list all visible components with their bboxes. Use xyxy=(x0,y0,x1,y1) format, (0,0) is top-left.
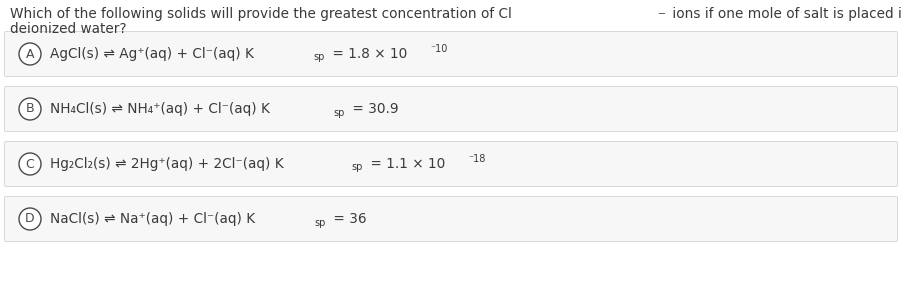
Text: ⁻10: ⁻10 xyxy=(430,44,447,55)
Text: sp: sp xyxy=(313,53,325,62)
Text: Hg₂Cl₂(s) ⇌ 2Hg⁺(aq) + 2Cl⁻(aq) K: Hg₂Cl₂(s) ⇌ 2Hg⁺(aq) + 2Cl⁻(aq) K xyxy=(50,157,283,171)
FancyBboxPatch shape xyxy=(5,197,897,241)
Text: sp: sp xyxy=(334,107,345,117)
Circle shape xyxy=(19,208,41,230)
Text: = 1.1 × 10: = 1.1 × 10 xyxy=(366,157,446,171)
Text: = 36: = 36 xyxy=(329,212,367,226)
Text: Which of the following solids will provide the greatest concentration of Cl: Which of the following solids will provi… xyxy=(10,7,511,21)
Circle shape xyxy=(19,153,41,175)
Text: sp: sp xyxy=(315,218,326,227)
Text: = 30.9: = 30.9 xyxy=(348,102,399,116)
Text: ions if one mole of salt is placed in one liter of: ions if one mole of salt is placed in on… xyxy=(667,7,902,21)
FancyBboxPatch shape xyxy=(5,142,897,187)
Text: A: A xyxy=(26,48,34,60)
Circle shape xyxy=(19,43,41,65)
Circle shape xyxy=(19,98,41,120)
Text: −: − xyxy=(658,8,666,17)
FancyBboxPatch shape xyxy=(5,32,897,77)
Text: D: D xyxy=(25,213,35,225)
Text: ⁻18: ⁻18 xyxy=(468,154,486,164)
FancyBboxPatch shape xyxy=(5,86,897,131)
Text: C: C xyxy=(25,157,34,171)
Text: sp: sp xyxy=(352,163,363,173)
Text: B: B xyxy=(25,102,34,116)
Text: deionized water?: deionized water? xyxy=(10,22,126,36)
Text: NH₄Cl(s) ⇌ NH₄⁺(aq) + Cl⁻(aq) K: NH₄Cl(s) ⇌ NH₄⁺(aq) + Cl⁻(aq) K xyxy=(50,102,270,116)
Text: AgCl(s) ⇌ Ag⁺(aq) + Cl⁻(aq) K: AgCl(s) ⇌ Ag⁺(aq) + Cl⁻(aq) K xyxy=(50,47,253,61)
Text: = 1.8 × 10: = 1.8 × 10 xyxy=(327,47,407,61)
Text: NaCl(s) ⇌ Na⁺(aq) + Cl⁻(aq) K: NaCl(s) ⇌ Na⁺(aq) + Cl⁻(aq) K xyxy=(50,212,255,226)
